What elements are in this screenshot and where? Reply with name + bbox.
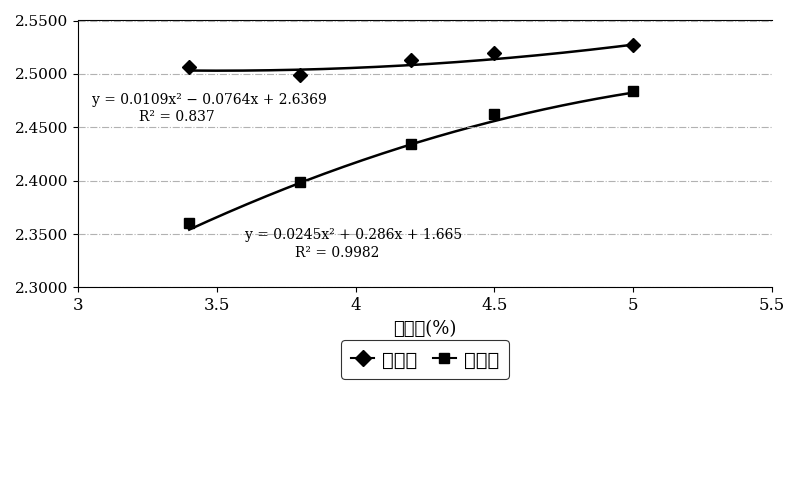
Text: R² = 0.837: R² = 0.837 — [139, 110, 215, 124]
X-axis label: 油石比(%): 油石比(%) — [394, 320, 457, 338]
Legend: 表干法, 蜡封法: 表干法, 蜡封法 — [341, 340, 509, 379]
Text: R² = 0.9982: R² = 0.9982 — [294, 245, 379, 259]
Text: y = 0.0109x² − 0.0764x + 2.6369: y = 0.0109x² − 0.0764x + 2.6369 — [92, 93, 327, 107]
Text: y = 0.0245x² + 0.286x + 1.665: y = 0.0245x² + 0.286x + 1.665 — [245, 228, 462, 242]
